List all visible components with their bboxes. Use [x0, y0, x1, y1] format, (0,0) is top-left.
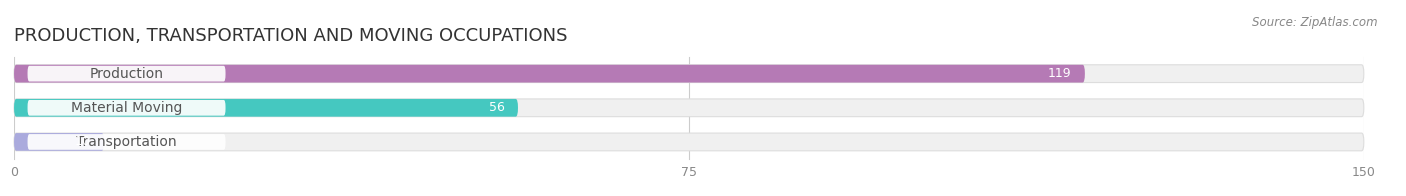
Text: 119: 119: [1047, 67, 1071, 80]
Text: Production: Production: [90, 67, 163, 81]
Text: 56: 56: [489, 101, 505, 114]
Text: 10: 10: [75, 135, 90, 148]
FancyBboxPatch shape: [14, 133, 1364, 151]
Text: Material Moving: Material Moving: [70, 101, 183, 115]
FancyBboxPatch shape: [14, 99, 517, 117]
Text: PRODUCTION, TRANSPORTATION AND MOVING OCCUPATIONS: PRODUCTION, TRANSPORTATION AND MOVING OC…: [14, 27, 568, 45]
Text: Transportation: Transportation: [76, 135, 177, 149]
FancyBboxPatch shape: [14, 133, 104, 151]
FancyBboxPatch shape: [14, 65, 1364, 83]
FancyBboxPatch shape: [28, 134, 225, 150]
FancyBboxPatch shape: [14, 65, 1085, 83]
FancyBboxPatch shape: [28, 66, 225, 82]
Text: Source: ZipAtlas.com: Source: ZipAtlas.com: [1253, 16, 1378, 29]
FancyBboxPatch shape: [14, 99, 1364, 117]
FancyBboxPatch shape: [28, 100, 225, 116]
